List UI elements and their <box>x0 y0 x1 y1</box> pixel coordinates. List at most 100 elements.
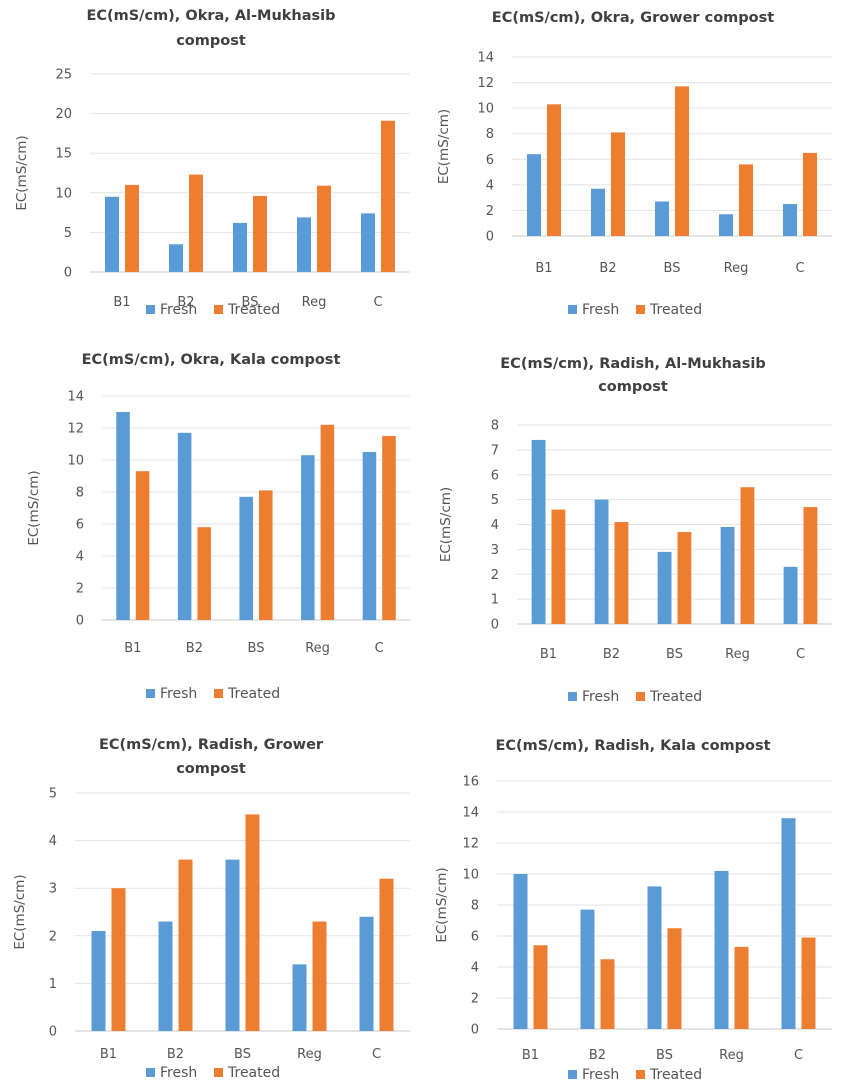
chart-radish-grower: EC(mS/cm), Radish, Grower compost 0 1 2 3 4 5 EC… <box>12 737 410 1081</box>
bar-treated-b1 <box>135 471 150 620</box>
bar-treated-b2 <box>197 527 211 620</box>
y-tick-label: 14 <box>67 390 84 405</box>
legend-label-fresh: Fresh <box>160 686 197 702</box>
y-tick-label: 8 <box>486 127 494 142</box>
y-tick-label: 5 <box>64 226 72 241</box>
x-tick-label: C <box>372 1047 381 1062</box>
y-tick-label: 3 <box>491 543 499 558</box>
y-tick-label: 25 <box>55 68 72 83</box>
y-tick-label: 3 <box>49 882 57 897</box>
legend-label-treated: Treated <box>227 686 280 702</box>
y-tick-label: 8 <box>76 486 84 501</box>
bar-fresh-bs <box>225 859 240 1031</box>
x-tick-label: C <box>373 295 382 310</box>
y-tick-label: 10 <box>67 454 84 469</box>
bar-treated-reg <box>320 424 335 620</box>
chart-title: EC(mS/cm), Radish, Grower <box>99 737 324 753</box>
bar-treated-reg <box>740 487 755 624</box>
x-tick-label: B2 <box>599 261 616 276</box>
y-tick-label: 10 <box>462 868 479 883</box>
bar-treated-c <box>803 507 818 624</box>
chart-title: EC(mS/cm), Okra, Grower compost <box>492 10 774 26</box>
bar-treated-reg <box>734 946 749 1029</box>
bar-fresh-b1 <box>527 154 541 236</box>
x-tick-label: Reg <box>725 647 750 662</box>
y-tick-label: 6 <box>76 518 84 533</box>
chart-title: compost <box>176 33 246 49</box>
y-tick-label: 10 <box>55 186 72 201</box>
x-tick-label: Reg <box>297 1047 322 1062</box>
legend-swatch-fresh <box>146 305 155 314</box>
legend-label-fresh: Fresh <box>582 1067 619 1083</box>
x-tick-label: Reg <box>302 295 327 310</box>
y-axis-label: EC(mS/cm) <box>14 135 30 210</box>
x-tick-label: B2 <box>589 1048 606 1063</box>
x-tick-label: B2 <box>177 295 194 310</box>
y-tick-label: 20 <box>55 107 72 122</box>
bar-fresh-c <box>359 916 374 1031</box>
y-tick-label: 0 <box>486 230 494 245</box>
chart-title: EC(mS/cm), Radish, Al-Mukhasib <box>500 356 765 372</box>
bar-treated-b1 <box>551 509 566 624</box>
chart-radish-al-mukhasib: EC(mS/cm), Radish, Al-Mukhasib compost 0 1 2… <box>438 356 832 705</box>
x-tick-label: B2 <box>603 647 620 662</box>
bar-treated-c <box>803 152 817 236</box>
x-tick-label: Reg <box>724 261 749 276</box>
bar-fresh-c <box>361 213 375 272</box>
bar-fresh-bs <box>655 201 669 236</box>
bar-treated-bs <box>245 814 260 1031</box>
bar-fresh-bs <box>657 551 672 624</box>
legend-swatch-treated <box>214 1068 223 1077</box>
bar-treated-b1 <box>533 945 548 1029</box>
bar-fresh-b1 <box>91 931 106 1031</box>
bar-fresh-bs <box>647 886 662 1029</box>
legend-label-fresh: Fresh <box>160 302 197 318</box>
bar-treated-bs <box>259 490 273 620</box>
y-axis-label: EC(mS/cm) <box>438 487 454 562</box>
legend-swatch-treated <box>636 692 645 701</box>
y-tick-label: 5 <box>491 493 499 508</box>
chart-title: compost <box>598 379 668 395</box>
y-tick-label: 2 <box>486 204 494 219</box>
chart-okra-al-mukhasib: EC(mS/cm), Okra, Al-Mukhasib compost 0 5 10 1… <box>14 8 410 318</box>
bar-treated-bs <box>667 928 682 1029</box>
y-tick-label: 4 <box>491 518 499 533</box>
bar-fresh-b2 <box>169 244 183 272</box>
y-tick-label: 8 <box>491 419 499 434</box>
y-tick-label: 14 <box>477 51 494 66</box>
y-tick-label: 14 <box>462 806 479 821</box>
y-tick-label: 0 <box>64 266 72 281</box>
legend-swatch-fresh <box>568 305 577 314</box>
chart-title: EC(mS/cm), Okra, Al-Mukhasib <box>86 8 335 24</box>
x-tick-label: Reg <box>305 641 330 656</box>
bar-fresh-reg <box>292 964 307 1031</box>
x-tick-label: B1 <box>535 261 552 276</box>
bar-treated-reg <box>317 185 331 272</box>
bar-fresh-c <box>783 204 797 236</box>
legend-label-fresh: Fresh <box>582 302 619 318</box>
chart-title: EC(mS/cm), Radish, Kala compost <box>495 738 770 754</box>
x-tick-label: Reg <box>719 1048 744 1063</box>
bar-treated-b1 <box>547 104 561 236</box>
x-tick-label: B1 <box>113 295 130 310</box>
x-tick-label: BS <box>656 1048 673 1063</box>
y-tick-label: 16 <box>462 775 479 790</box>
legend-label-treated: Treated <box>227 1065 280 1081</box>
x-tick-label: B1 <box>100 1047 117 1062</box>
legend-swatch-fresh <box>146 1068 155 1077</box>
y-tick-label: 2 <box>76 582 84 597</box>
bar-treated-bs <box>253 195 267 272</box>
bar-treated-b2 <box>189 174 203 272</box>
bar-fresh-b2 <box>158 921 173 1031</box>
x-tick-label: B2 <box>167 1047 184 1062</box>
bar-fresh-bs <box>239 496 253 620</box>
y-tick-label: 4 <box>76 550 84 565</box>
y-tick-label: 6 <box>491 468 499 483</box>
bar-treated-b1 <box>125 184 139 272</box>
y-tick-label: 0 <box>76 614 84 629</box>
legend-label-treated: Treated <box>227 302 280 318</box>
y-tick-label: 2 <box>471 992 479 1007</box>
x-tick-label: BS <box>234 1047 251 1062</box>
y-tick-label: 0 <box>491 618 499 633</box>
